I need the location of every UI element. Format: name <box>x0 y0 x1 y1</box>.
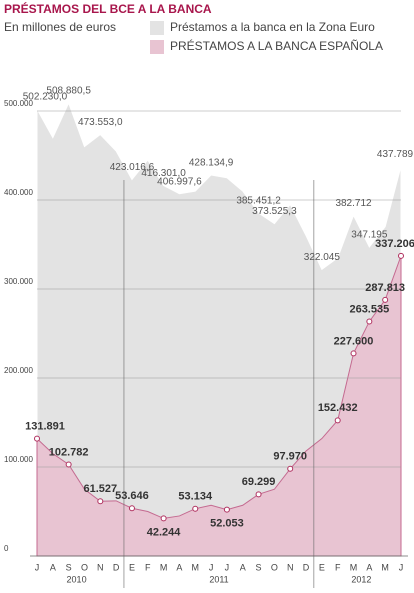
y-tick-label: 100.000 <box>4 455 33 464</box>
x-tick-label: A <box>240 562 246 572</box>
point <box>398 252 404 259</box>
year-label: 2012 <box>351 574 371 584</box>
x-tick-label: A <box>50 562 56 572</box>
x-tick-label: M <box>192 562 200 572</box>
value-label: 152.432 <box>318 402 358 414</box>
value-label: 373.525,3 <box>252 206 297 217</box>
value-label: 416.301,0 <box>141 168 186 179</box>
value-label: 337.206 <box>375 238 414 250</box>
point <box>350 350 357 357</box>
x-tick-label: J <box>209 562 214 572</box>
point <box>128 505 135 512</box>
x-tick-label: S <box>256 562 262 572</box>
value-label: 102.782 <box>49 446 89 458</box>
value-label: 508.880,5 <box>46 86 91 97</box>
value-label: 97.970 <box>273 451 307 463</box>
x-tick-label: E <box>129 562 135 572</box>
x-tick-label: F <box>145 562 151 572</box>
x-tick-label: O <box>81 562 88 572</box>
point <box>223 506 230 513</box>
value-label: 502.230,0 <box>23 92 68 103</box>
y-tick-label: 400.000 <box>4 188 33 197</box>
y-tick-label: 300.000 <box>4 277 33 286</box>
value-label: 347.195 <box>351 230 388 241</box>
x-tick-label: J <box>225 562 230 572</box>
x-tick-label: D <box>303 562 310 572</box>
x-tick-label: A <box>176 562 182 572</box>
value-label: 53.646 <box>115 490 149 502</box>
value-label: 423.016,6 <box>110 162 155 173</box>
legend-swatch <box>150 21 164 35</box>
value-label: 437.789 <box>377 149 414 160</box>
point <box>160 515 167 522</box>
value-label: 69.299 <box>242 476 276 488</box>
x-tick-label: M <box>381 562 389 572</box>
x-tick-label: J <box>399 562 404 572</box>
x-tick-label: S <box>66 562 72 572</box>
x-tick-label: D <box>113 562 120 572</box>
value-label: 406.997,6 <box>157 176 202 187</box>
legend-label: Préstamos a la banca en la Zona Euro <box>170 20 375 34</box>
point <box>97 498 104 505</box>
value-label: 428.134,9 <box>189 158 234 169</box>
x-tick-label: F <box>335 562 341 572</box>
value-label: 53.134 <box>178 491 213 503</box>
x-tick-label: M <box>160 562 168 572</box>
x-tick-label: A <box>366 562 372 572</box>
point <box>287 465 294 472</box>
year-label: 2011 <box>209 574 228 584</box>
y-tick-label: 500.000 <box>4 99 33 108</box>
x-tick-label: M <box>350 562 358 572</box>
point <box>366 318 373 325</box>
value-label: 227.600 <box>334 335 374 347</box>
x-tick-label: O <box>271 562 278 572</box>
point <box>34 435 40 442</box>
area <box>36 101 402 557</box>
year-label: 2010 <box>67 574 87 584</box>
value-label: 61.527 <box>83 483 117 495</box>
point <box>334 417 341 424</box>
value-label: 385.451,2 <box>236 196 281 207</box>
value-label: 263.535 <box>349 303 389 315</box>
value-label: 42.244 <box>147 526 182 538</box>
y-tick-label: 0 <box>4 544 9 553</box>
x-tick-label: E <box>319 562 325 572</box>
x-tick-label: J <box>35 562 40 572</box>
legend-swatch <box>150 40 164 54</box>
y-tick-label: 200.000 <box>4 366 33 375</box>
value-label: 473.553,0 <box>78 117 123 128</box>
chart-title: PRÉSTAMOS DEL BCE A LA BANCA <box>4 1 212 16</box>
value-label: 322.045 <box>304 252 341 263</box>
point <box>382 296 389 303</box>
legend-label: PRÉSTAMOS A LA BANCA ESPAÑOLA <box>170 38 383 53</box>
value-label: 131.891 <box>25 421 65 433</box>
point <box>192 505 199 512</box>
x-tick-label: N <box>287 562 294 572</box>
point <box>255 491 262 498</box>
x-tick-label: N <box>97 562 104 572</box>
point <box>65 461 72 468</box>
value-label: 287.813 <box>365 282 405 294</box>
chart-subtitle: En millones de euros <box>4 20 116 34</box>
value-label: 382.712 <box>335 198 372 209</box>
value-label: 52.053 <box>210 518 244 530</box>
